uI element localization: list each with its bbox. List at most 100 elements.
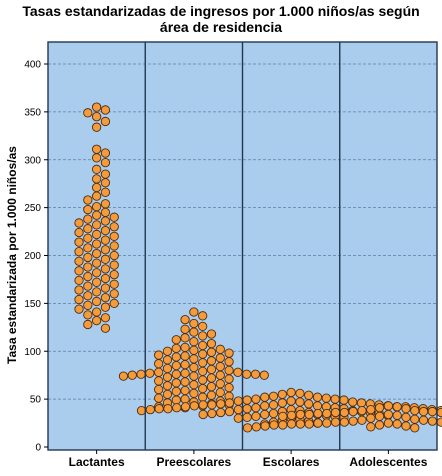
- data-point-lactantes: [100, 169, 111, 179]
- data-point-lactantes: [83, 204, 93, 215]
- y-tick-label: 150: [24, 299, 41, 310]
- data-point-preescolares: [215, 379, 225, 389]
- data-point-preescolares: [198, 392, 208, 402]
- data-point-escolares: [251, 403, 261, 413]
- data-point-adolescentes: [304, 419, 314, 429]
- data-point-escolares: [145, 405, 155, 415]
- data-point-lactantes: [100, 283, 111, 293]
- data-point-lactantes: [91, 277, 102, 287]
- data-point-preescolares: [162, 346, 173, 356]
- data-point-escolares: [172, 403, 182, 413]
- data-point-lactantes: [83, 252, 93, 263]
- data-points: [74, 102, 442, 433]
- data-point-preescolares: [189, 337, 199, 347]
- data-point-escolares: [277, 389, 287, 399]
- data-point-lactantes: [74, 218, 84, 228]
- data-point-lactantes: [74, 237, 84, 247]
- data-point-adolescentes: [410, 423, 420, 433]
- data-point-lactantes: [83, 233, 93, 243]
- data-point-escolares: [207, 408, 217, 419]
- data-point-escolares: [312, 392, 323, 402]
- x-tick-label: Adolescentes: [349, 455, 427, 469]
- data-point-preescolares: [171, 395, 181, 405]
- data-point-adolescentes: [313, 408, 323, 419]
- data-point-preescolares: [154, 359, 164, 369]
- data-point-adolescentes: [286, 410, 297, 421]
- data-point-preescolares: [180, 377, 190, 387]
- x-tick-label: Escolares: [263, 455, 320, 469]
- data-point-lactantes: [91, 191, 102, 201]
- data-point-lactantes: [91, 210, 102, 220]
- data-point-adolescentes: [313, 418, 323, 428]
- data-point-preescolares: [136, 369, 146, 379]
- data-point-lactantes: [100, 264, 111, 274]
- data-point-escolares: [216, 407, 226, 418]
- data-point-preescolares: [171, 369, 181, 379]
- data-point-preescolares: [206, 373, 217, 383]
- data-point-lactantes: [83, 271, 93, 282]
- data-point-escolares: [224, 406, 235, 417]
- chart-title-line-1: Tasas estandarizadas de ingresos por 1.0…: [22, 3, 419, 19]
- data-point-preescolares: [180, 342, 190, 353]
- data-point-escolares: [260, 401, 270, 411]
- data-point-escolares: [268, 391, 279, 401]
- data-point-preescolares: [154, 384, 164, 395]
- data-point-escolares: [348, 397, 358, 407]
- data-point-adolescentes: [330, 417, 341, 427]
- data-point-adolescentes: [330, 407, 341, 418]
- data-point-lactantes: [91, 239, 102, 249]
- data-point-preescolares: [224, 348, 234, 358]
- data-point-escolares: [295, 397, 305, 407]
- y-tick-label: 400: [24, 60, 41, 71]
- y-axis: 0 50 100 150 200 250 300 350 400: [24, 60, 48, 454]
- data-point-escolares: [163, 404, 173, 414]
- data-point-lactantes: [91, 296, 102, 307]
- data-point-escolares: [304, 390, 314, 400]
- data-point-lactantes: [83, 108, 93, 118]
- data-point-adolescentes: [410, 405, 420, 416]
- data-point-lactantes: [91, 174, 102, 184]
- data-point-adolescentes: [374, 411, 385, 422]
- data-point-adolescentes: [322, 418, 332, 428]
- data-point-lactantes: [100, 254, 111, 264]
- data-point-preescolares: [233, 367, 243, 377]
- data-point-adolescentes: [269, 420, 279, 430]
- data-point-preescolares: [198, 349, 208, 359]
- data-point-preescolares: [198, 311, 208, 321]
- data-point-lactantes: [109, 241, 119, 251]
- data-point-lactantes: [100, 292, 111, 303]
- data-point-preescolares: [180, 368, 190, 378]
- data-point-adolescentes: [278, 411, 288, 422]
- data-point-preescolares: [180, 359, 190, 370]
- data-point-adolescentes: [260, 421, 270, 431]
- data-point-lactantes: [83, 224, 93, 234]
- data-point-preescolares: [189, 388, 199, 399]
- chart-title-line-2: área de residencia: [160, 19, 282, 35]
- data-point-preescolares: [206, 390, 217, 400]
- data-point-escolares: [260, 392, 270, 402]
- data-point-adolescentes: [366, 413, 376, 423]
- data-point-lactantes: [83, 195, 93, 205]
- data-point-lactantes: [74, 285, 84, 295]
- data-point-preescolares: [206, 356, 217, 366]
- data-point-lactantes: [100, 178, 111, 188]
- data-point-escolares: [286, 387, 296, 398]
- data-point-preescolares: [189, 318, 199, 329]
- data-point-adolescentes: [427, 406, 438, 417]
- y-tick-label: 100: [24, 347, 41, 358]
- data-point-lactantes: [109, 289, 119, 299]
- data-point-adolescentes: [418, 415, 429, 425]
- data-point-adolescentes: [295, 419, 306, 429]
- data-point-adolescentes: [251, 422, 262, 432]
- data-point-preescolares: [171, 378, 181, 388]
- data-point-escolares: [233, 405, 243, 415]
- data-point-preescolares: [154, 376, 164, 386]
- data-point-preescolares: [198, 358, 208, 368]
- data-point-lactantes: [91, 287, 102, 297]
- data-point-adolescentes: [339, 417, 350, 427]
- data-point-escolares: [136, 405, 147, 416]
- data-point-adolescentes: [401, 412, 411, 422]
- data-point-lactantes: [100, 216, 111, 226]
